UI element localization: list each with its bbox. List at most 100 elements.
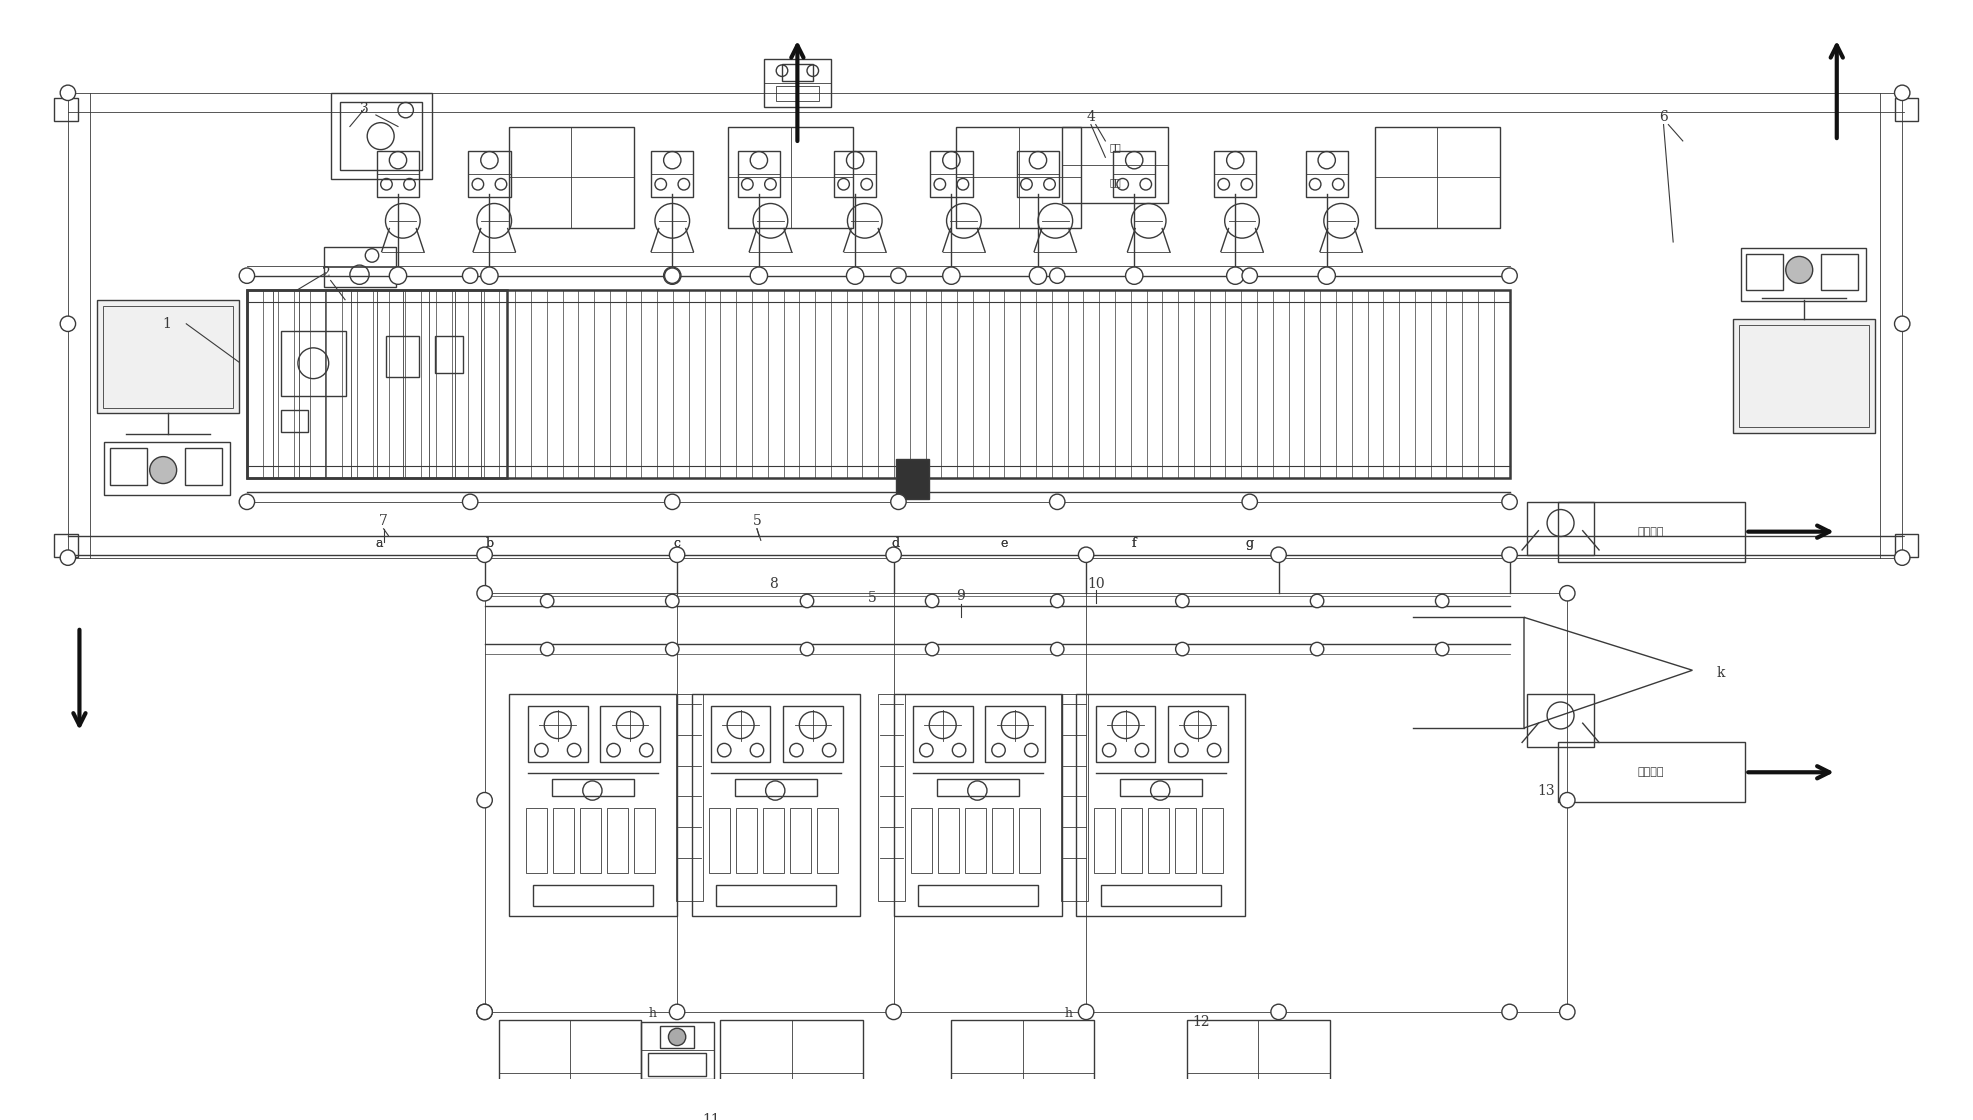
- Circle shape: [925, 595, 939, 608]
- Text: 5: 5: [752, 514, 762, 529]
- Bar: [1821, 253, 1859, 290]
- Circle shape: [1243, 494, 1257, 510]
- Circle shape: [1894, 85, 1910, 101]
- Circle shape: [1176, 643, 1190, 656]
- Text: 收集小车: 收集小车: [1638, 767, 1665, 777]
- Circle shape: [481, 267, 497, 284]
- Bar: [764, 808, 783, 874]
- Circle shape: [665, 595, 679, 608]
- Circle shape: [239, 268, 255, 283]
- Text: 2: 2: [322, 265, 329, 280]
- Circle shape: [890, 268, 906, 283]
- Bar: [110, 448, 146, 485]
- Bar: [468, 150, 511, 197]
- Bar: [736, 808, 758, 874]
- Circle shape: [801, 595, 813, 608]
- Bar: [1557, 502, 1746, 561]
- Text: 位置: 位置: [1109, 178, 1121, 187]
- Circle shape: [1125, 267, 1142, 284]
- Bar: [580, 808, 602, 874]
- Circle shape: [1559, 793, 1574, 808]
- Bar: [1375, 127, 1499, 227]
- Bar: [783, 706, 842, 762]
- Bar: [600, 706, 659, 762]
- Circle shape: [1501, 1005, 1517, 1019]
- Bar: [1016, 150, 1060, 197]
- Circle shape: [389, 267, 406, 284]
- Text: b: b: [485, 536, 493, 550]
- Bar: [97, 300, 239, 413]
- Circle shape: [890, 494, 906, 510]
- Circle shape: [477, 1005, 493, 1019]
- Text: a: a: [375, 536, 383, 550]
- Bar: [720, 1019, 862, 1120]
- Bar: [533, 885, 653, 906]
- Bar: [738, 150, 779, 197]
- Text: g: g: [1245, 536, 1253, 550]
- Text: c: c: [673, 536, 681, 550]
- Bar: [185, 448, 221, 485]
- Text: h: h: [649, 1007, 657, 1020]
- Bar: [509, 694, 677, 916]
- Circle shape: [801, 643, 813, 656]
- Bar: [1188, 1019, 1330, 1120]
- Bar: [912, 808, 931, 874]
- Bar: [1894, 533, 1918, 557]
- Bar: [608, 808, 627, 874]
- Text: 标准: 标准: [1109, 143, 1121, 152]
- Circle shape: [1501, 547, 1517, 562]
- Text: 11: 11: [702, 1112, 720, 1120]
- Bar: [1121, 780, 1202, 796]
- Bar: [527, 808, 547, 874]
- Circle shape: [1436, 595, 1448, 608]
- Text: 9: 9: [957, 589, 965, 604]
- Circle shape: [477, 1005, 493, 1019]
- Bar: [331, 93, 432, 179]
- Text: c: c: [673, 536, 681, 550]
- Bar: [985, 706, 1046, 762]
- Text: 1: 1: [162, 317, 172, 330]
- Bar: [377, 150, 418, 197]
- Bar: [677, 694, 702, 902]
- Circle shape: [1050, 268, 1065, 283]
- Text: d: d: [892, 536, 900, 550]
- Text: f: f: [1133, 536, 1136, 550]
- Bar: [937, 780, 1018, 796]
- Circle shape: [1436, 643, 1448, 656]
- Bar: [1061, 127, 1168, 204]
- Bar: [957, 127, 1081, 227]
- Circle shape: [669, 1028, 687, 1046]
- Bar: [649, 1053, 706, 1076]
- Circle shape: [1318, 267, 1336, 284]
- Bar: [55, 533, 77, 557]
- Circle shape: [665, 643, 679, 656]
- Bar: [781, 64, 813, 82]
- Circle shape: [61, 85, 75, 101]
- Bar: [716, 885, 837, 906]
- Bar: [387, 336, 418, 376]
- Bar: [1018, 808, 1040, 874]
- Bar: [1093, 808, 1115, 874]
- Text: g: g: [1245, 536, 1253, 550]
- Text: b: b: [485, 536, 493, 550]
- Bar: [1101, 885, 1221, 906]
- Bar: [552, 780, 633, 796]
- Bar: [878, 694, 906, 902]
- Bar: [913, 706, 973, 762]
- Text: k: k: [1717, 666, 1726, 680]
- Bar: [894, 694, 1061, 916]
- Circle shape: [1079, 1005, 1093, 1019]
- Text: 3: 3: [359, 102, 369, 116]
- Circle shape: [1559, 1005, 1574, 1019]
- Bar: [1202, 808, 1223, 874]
- Circle shape: [663, 267, 681, 284]
- Bar: [1095, 706, 1156, 762]
- Circle shape: [943, 267, 961, 284]
- Bar: [937, 808, 959, 874]
- Circle shape: [1079, 547, 1093, 562]
- Circle shape: [1501, 494, 1517, 510]
- Circle shape: [886, 547, 902, 562]
- Circle shape: [61, 550, 75, 566]
- Text: 12: 12: [1194, 1015, 1209, 1028]
- Bar: [1732, 319, 1874, 432]
